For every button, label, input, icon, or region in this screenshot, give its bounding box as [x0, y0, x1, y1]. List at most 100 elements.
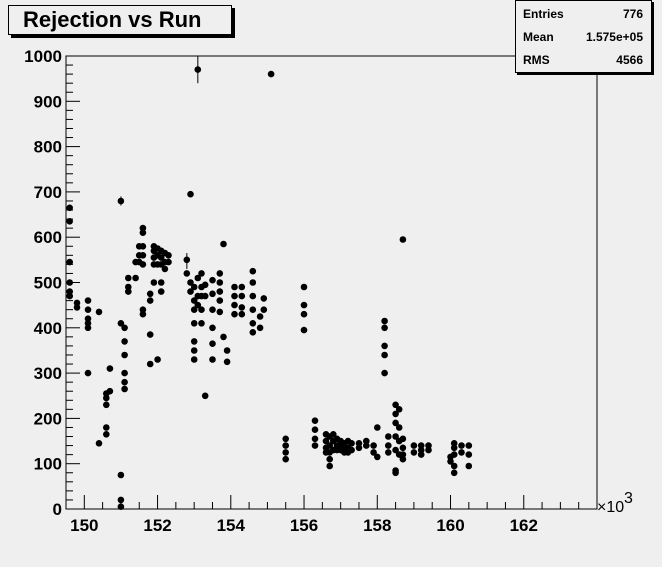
y-tick-label: 600: [34, 228, 62, 247]
data-point: [216, 308, 224, 316]
x-tick-label: 152: [143, 516, 171, 535]
data-point: [198, 320, 205, 327]
data-point: [392, 446, 399, 454]
data-point: [311, 435, 319, 443]
data-point: [231, 301, 238, 309]
data-point: [370, 442, 377, 449]
y-tick-label: 1000: [24, 47, 62, 66]
data-point: [381, 342, 388, 350]
data-point: [190, 283, 198, 291]
data-point: [157, 288, 165, 295]
data-point: [399, 455, 407, 463]
data-point: [73, 304, 81, 311]
data-point: [249, 279, 257, 286]
data-point: [399, 236, 407, 243]
data-point: [183, 270, 191, 277]
data-point: [103, 431, 110, 438]
data-point: [300, 283, 308, 291]
data-point: [190, 338, 198, 345]
data-point: [187, 279, 194, 286]
stats-value: 776: [622, 7, 643, 21]
data-point: [450, 469, 458, 477]
chart-title: Rejection vs Run: [23, 7, 202, 32]
data-point: [157, 279, 165, 286]
data-point: [190, 347, 198, 354]
data-point: [381, 351, 388, 359]
data-point: [194, 274, 202, 282]
y-tick-label: 400: [34, 319, 62, 338]
data-point: [260, 295, 268, 302]
data-point: [125, 274, 132, 282]
data-point: [220, 333, 227, 341]
data-point: [322, 437, 330, 445]
x-multiplier-label: ×10: [597, 499, 624, 516]
y-tick-label: 200: [34, 409, 62, 428]
data-point: [216, 270, 224, 277]
data-point: [256, 324, 264, 332]
stats-label: Mean: [523, 30, 554, 44]
stats-box: Entries 776 Mean 1.575e+05 RMS 4566: [515, 0, 652, 73]
data-point: [139, 224, 147, 232]
data-point: [392, 419, 399, 427]
data-point: [209, 306, 216, 314]
x-tick-label: 150: [70, 516, 98, 535]
data-point: [410, 442, 418, 449]
stats-label: RMS: [523, 53, 550, 67]
y-tick-label: 900: [34, 92, 62, 111]
data-point: [282, 435, 290, 443]
data-point: [385, 433, 392, 440]
data-point: [238, 292, 246, 300]
data-point: [256, 313, 264, 320]
data-point: [450, 444, 458, 452]
data-point: [139, 310, 147, 318]
data-point: [209, 324, 216, 332]
data-point: [201, 392, 209, 400]
data-point: [363, 442, 370, 449]
data-point: [249, 306, 257, 314]
data-point: [190, 320, 198, 327]
data-point: [216, 297, 224, 304]
data-point: [260, 306, 268, 314]
data-point: [399, 435, 407, 443]
data-point: [249, 320, 257, 327]
data-point: [187, 190, 194, 198]
data-point: [381, 369, 388, 377]
data-point: [410, 449, 418, 456]
data-point: [249, 329, 257, 336]
data-point: [154, 356, 161, 363]
data-point: [399, 451, 407, 458]
data-point: [95, 308, 103, 316]
data-point: [465, 451, 473, 458]
data-point: [161, 265, 169, 273]
axis-ticks: [65, 55, 598, 510]
data-point: [139, 252, 147, 259]
data-point: [311, 417, 319, 425]
data-point: [146, 290, 154, 298]
data-point: [374, 424, 381, 431]
data-point: [121, 369, 128, 377]
data-point: [117, 471, 125, 479]
data-point: [220, 240, 227, 248]
data-point: [146, 360, 154, 368]
data-point: [370, 449, 377, 456]
data-point: [132, 274, 139, 282]
x-tick-label: 160: [436, 516, 464, 535]
data-point: [165, 258, 172, 266]
stats-row-entries: Entries 776: [516, 2, 651, 25]
y-tick-label: 100: [34, 455, 62, 474]
data-point: [201, 281, 209, 289]
data-point: [238, 304, 246, 311]
x-tick-label: 162: [510, 516, 538, 535]
x-tick-label: 158: [363, 516, 391, 535]
data-point: [187, 288, 194, 295]
data-point: [103, 424, 110, 431]
data-point: [249, 267, 257, 275]
stats-label: Entries: [523, 7, 564, 21]
data-point: [311, 442, 319, 449]
data-point: [330, 431, 337, 438]
data-point: [450, 462, 458, 470]
data-point: [392, 433, 399, 440]
data-point: [139, 229, 147, 236]
data-point: [238, 310, 246, 318]
